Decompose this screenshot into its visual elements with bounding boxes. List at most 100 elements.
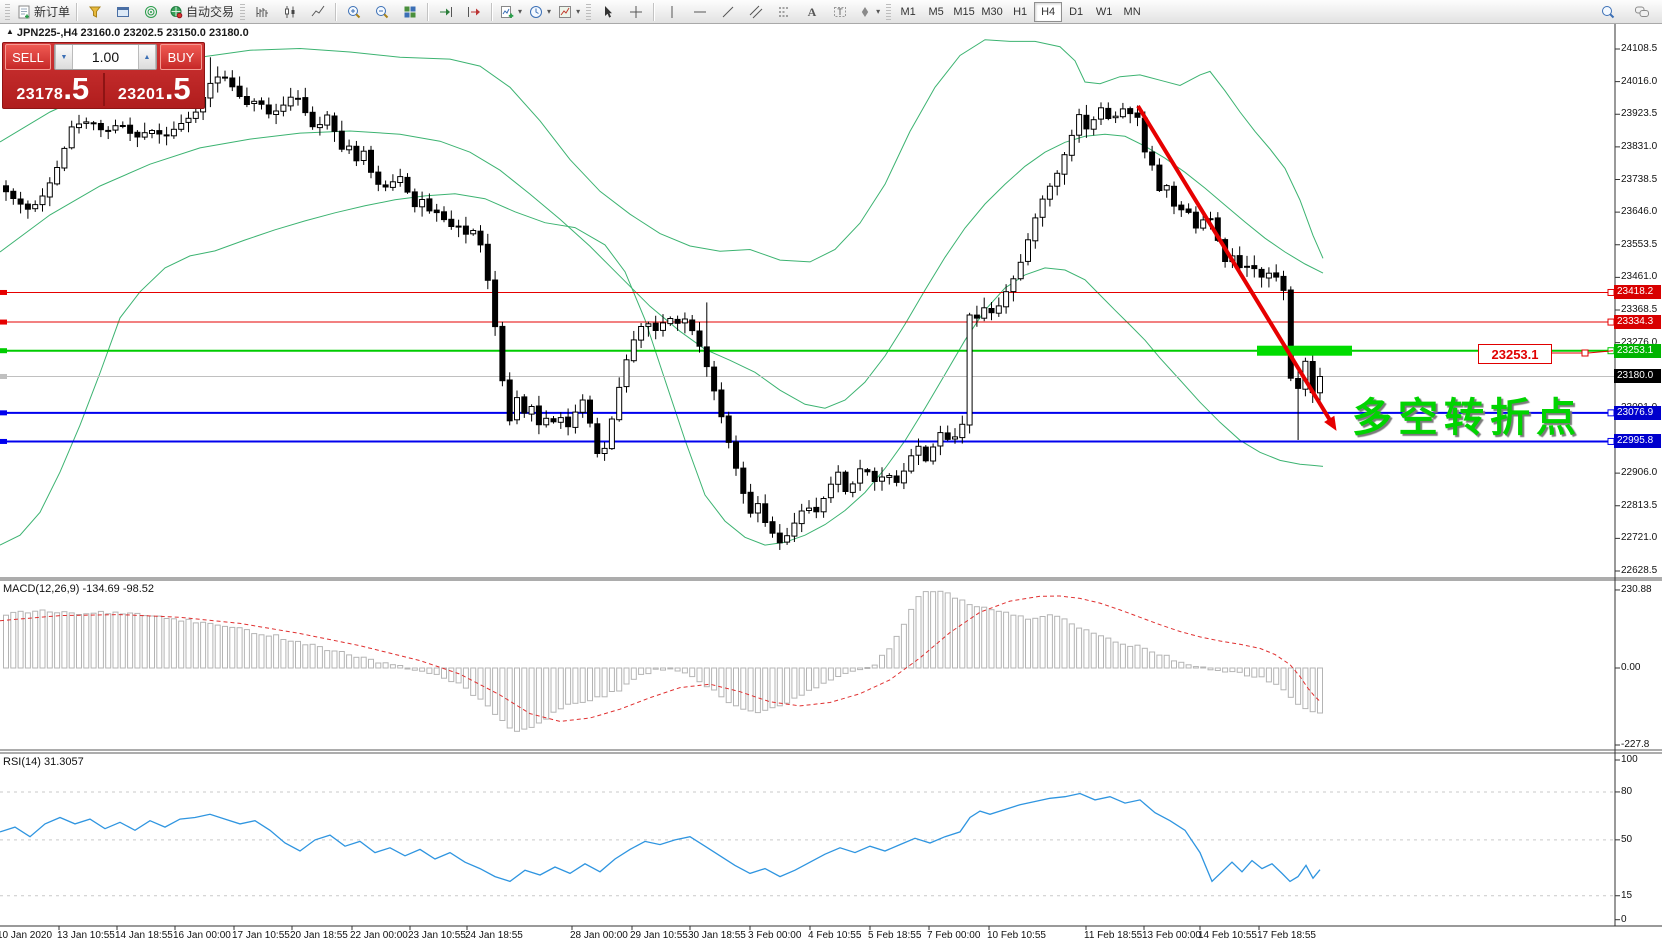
zoom-out-icon — [376, 5, 389, 18]
market-watch-button[interactable] — [109, 1, 137, 23]
toolbar-grip[interactable] — [886, 3, 892, 20]
chat-icon — [1635, 6, 1649, 17]
timeframe-mn-button[interactable]: MN — [1123, 5, 1141, 18]
main-chart-surface[interactable] — [0, 24, 1615, 578]
dropdown-arrow-icon: ▾ — [518, 7, 523, 16]
new-order-button[interactable]: 新订单 — [13, 1, 73, 23]
vline-icon — [671, 5, 673, 18]
label-icon: T — [834, 6, 847, 17]
crosshair-button[interactable] — [622, 1, 650, 23]
timeframe-m15-button[interactable]: M15 — [953, 5, 975, 18]
line-chart-icon — [311, 5, 325, 16]
price-divider — [102, 73, 105, 106]
one-click-trading-panel: SELL ▼ 1.00 ▲ BUY 23178 .5 23201 .5 — [2, 42, 205, 109]
timeframe-m1-button[interactable]: M1 — [900, 5, 916, 18]
chart-shift-icon — [468, 6, 481, 17]
annotation-text[interactable]: 多空转折点 — [1352, 396, 1582, 440]
trendline-icon — [722, 6, 734, 17]
auto-trading-icon — [170, 5, 183, 18]
signals-button[interactable] — [137, 1, 165, 23]
zoom-out-button[interactable] — [368, 1, 396, 23]
rsi-tick-label: 100 — [1621, 754, 1638, 765]
timeframe-h4-button[interactable]: H4 — [1034, 1, 1063, 22]
time-axis-label: 14 Feb 10:55 — [1198, 930, 1257, 941]
toolbar-grip[interactable] — [240, 3, 246, 20]
macd-tick-label: 230.88 — [1621, 584, 1652, 595]
templates-button[interactable]: ▾ — [554, 1, 583, 23]
volume-field[interactable]: 1.00 — [91, 49, 120, 65]
history-button[interactable] — [81, 1, 109, 23]
bar-chart-button[interactable] — [248, 1, 276, 23]
channel-icon — [749, 5, 763, 18]
timeframe-d1-button[interactable]: D1 — [1069, 5, 1084, 18]
tile-windows-button[interactable] — [396, 1, 424, 23]
fibonacci-button[interactable] — [770, 1, 798, 23]
macd-panel-surface[interactable] — [0, 580, 1615, 750]
time-axis-label: 10 Jan 2020 — [0, 930, 53, 941]
auto-trading-button[interactable]: 自动交易 — [165, 1, 237, 23]
time-axis-label: 7 Feb 00:00 — [927, 930, 981, 941]
svg-text:T: T — [837, 7, 843, 17]
signals-icon — [145, 5, 158, 18]
vline-button[interactable] — [658, 1, 686, 23]
price-tick-label: 22721.0 — [1621, 532, 1658, 543]
sell-button[interactable]: SELL — [5, 44, 51, 70]
time-axis-label: 4 Feb 10:55 — [808, 930, 862, 941]
one-click-top-row: SELL ▼ 1.00 ▲ BUY — [3, 43, 204, 71]
dropdown-arrow-icon: ▾ — [576, 7, 581, 16]
indicators-button[interactable]: ▾ — [496, 1, 525, 23]
rsi-panel-surface[interactable] — [0, 753, 1615, 926]
buy-price[interactable]: 23201 .5 — [105, 71, 205, 108]
price-tick-label: 24016.0 — [1621, 76, 1658, 87]
price-level-badge: 23253.1 — [1614, 344, 1661, 358]
price-level-badge: 23180.0 — [1614, 369, 1661, 383]
text-button[interactable]: A — [798, 1, 826, 23]
price-tick-label: 22813.5 — [1621, 500, 1658, 511]
periods-button[interactable]: ▾ — [525, 1, 554, 23]
toolbar-grip[interactable] — [586, 3, 592, 20]
shapes-button[interactable]: ▾ — [854, 1, 883, 23]
label-button[interactable]: T — [826, 1, 854, 23]
price-level-badge: 23334.3 — [1614, 315, 1661, 329]
sell-price-main: 23178 — [16, 86, 64, 103]
one-click-prices: 23178 .5 23201 .5 — [3, 71, 204, 108]
trendline-button[interactable] — [714, 1, 742, 23]
price-tick-label: 24108.5 — [1621, 43, 1658, 54]
price-tick-label: 23831.0 — [1621, 141, 1658, 152]
history-icon — [88, 6, 102, 18]
text-icon: A — [808, 5, 817, 19]
chat-button[interactable] — [1628, 1, 1656, 23]
chart-shift-button[interactable] — [460, 1, 488, 23]
candlestick-button[interactable] — [276, 1, 304, 23]
search-button[interactable] — [1594, 1, 1622, 23]
volume-increase-button[interactable]: ▲ — [138, 45, 156, 69]
time-axis-label: 29 Jan 10:55 — [630, 930, 688, 941]
sell-price[interactable]: 23178 .5 — [3, 71, 103, 108]
price-callout-box[interactable]: 23253.1 — [1478, 344, 1552, 364]
indicators-icon — [501, 5, 514, 18]
time-axis-label: 30 Jan 18:55 — [688, 930, 746, 941]
zoom-in-button[interactable] — [340, 1, 368, 23]
timeframe-m30-button[interactable]: M30 — [981, 5, 1003, 18]
price-tick-label: 23368.5 — [1621, 304, 1658, 315]
channel-button[interactable] — [742, 1, 770, 23]
price-tick-label: 23923.5 — [1621, 108, 1658, 119]
cursor-button[interactable] — [594, 1, 622, 23]
auto-scroll-button[interactable] — [432, 1, 460, 23]
volume-decrease-button[interactable]: ▼ — [55, 45, 73, 69]
time-axis-label: 5 Feb 18:55 — [868, 930, 922, 941]
time-axis-label: 10 Feb 10:55 — [987, 930, 1046, 941]
fibonacci-icon — [779, 7, 790, 16]
toolbar-separator — [653, 2, 656, 21]
timeframe-w1-button[interactable]: W1 — [1095, 5, 1113, 18]
toolbar-grip[interactable] — [5, 3, 10, 20]
macd-tick-label: 0.00 — [1621, 662, 1641, 673]
buy-button[interactable]: BUY — [160, 44, 202, 70]
price-tick-label: 23553.5 — [1621, 239, 1658, 250]
line-chart-button[interactable] — [304, 1, 332, 23]
time-axis-label: 11 Feb 18:55 — [1084, 930, 1143, 941]
timeframe-h1-button[interactable]: H1 — [1013, 5, 1028, 18]
timeframe-m5-button[interactable]: M5 — [928, 5, 944, 18]
time-axis-label: 13 Jan 10:55 — [57, 930, 115, 941]
hline-button[interactable] — [686, 1, 714, 23]
